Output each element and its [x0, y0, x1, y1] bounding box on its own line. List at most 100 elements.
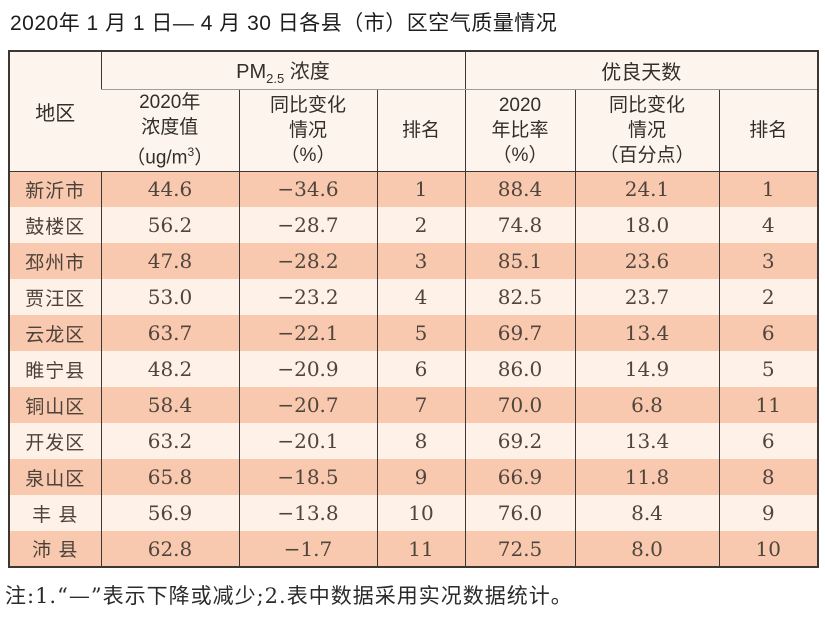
region-cell: 丰 县 — [32, 504, 79, 526]
footnote: 注:1.“—”表示下降或减少;2.表中数据采用实况数据统计。 — [5, 584, 573, 608]
pm-change-cell: −34.6 — [238, 171, 377, 207]
pm-change-cell: −20.7 — [238, 387, 377, 423]
table-row: 云龙区 63.7 −22.1 5 69.7 13.4 6 — [9, 315, 819, 351]
region-cell: 贾汪区 — [25, 288, 86, 310]
good-ratio-cell: 74.8 — [464, 207, 575, 243]
good-change-header: 同比变化 情况 （百分点） — [574, 89, 719, 172]
pm-rank-cell: 11 — [376, 531, 465, 567]
good-change-cell: 8.0 — [574, 531, 719, 567]
good-change-cell: 14.9 — [574, 351, 719, 387]
good-rank-cell: 8 — [718, 459, 819, 495]
pm-value-cell: 44.6 — [100, 171, 239, 207]
good-rank-cell: 6 — [718, 315, 819, 351]
good-change-cell: 23.7 — [574, 279, 719, 315]
pm-value-cell: 56.9 — [100, 495, 239, 531]
pm-value-cell: 62.8 — [100, 531, 239, 567]
pm-rank-header: 排名 — [376, 89, 465, 172]
pm-change-cell: −13.8 — [238, 495, 377, 531]
pm-rank-cell: 6 — [376, 351, 465, 387]
pm-rank-cell: 9 — [376, 459, 465, 495]
good-rank-cell: 9 — [718, 495, 819, 531]
good-rank-cell: 11 — [718, 387, 819, 423]
table-row: 新沂市 44.6 −34.6 1 88.4 24.1 1 — [9, 171, 819, 207]
pm-rank-cell: 1 — [376, 171, 465, 207]
group-header-row: 地区 PM2.5 浓度 优良天数 — [9, 51, 819, 172]
pm-change-cell: −22.1 — [238, 315, 377, 351]
good-ratio-header: 2020 年比率 （%） — [464, 89, 575, 172]
pm-change-header: 同比变化 情况 （%） — [238, 89, 377, 172]
pm-change-cell: −23.2 — [238, 279, 377, 315]
region-cell: 鼓楼区 — [25, 216, 86, 238]
good-rank-cell: 4 — [718, 207, 819, 243]
good-rank-cell: 10 — [718, 531, 819, 567]
pm-value-cell: 47.8 — [100, 243, 239, 279]
good-rank-cell: 6 — [718, 423, 819, 459]
region-cell: 铜山区 — [25, 396, 86, 418]
table-row: 沛 县 62.8 −1.7 11 72.5 8.0 10 — [9, 531, 819, 567]
pm-value-cell: 53.0 — [100, 279, 239, 315]
table-body: 新沂市 44.6 −34.6 1 88.4 24.1 1 鼓楼区 56.2 −2… — [9, 171, 819, 567]
pm-value-cell: 56.2 — [100, 207, 239, 243]
pm-change-cell: −20.1 — [238, 423, 377, 459]
region-cell: 泉山区 — [25, 468, 86, 490]
table-row: 邳州市 47.8 −28.2 3 85.1 23.6 3 — [9, 243, 819, 279]
good-ratio-cell: 86.0 — [464, 351, 575, 387]
table-row: 贾汪区 53.0 −23.2 4 82.5 23.7 2 — [9, 279, 819, 315]
pm-value-cell: 65.8 — [100, 459, 239, 495]
pm25-group-header: PM2.5 浓度 — [100, 51, 465, 90]
pm-change-cell: −1.7 — [238, 531, 377, 567]
pm-value-cell: 48.2 — [100, 351, 239, 387]
good-ratio-cell: 66.9 — [464, 459, 575, 495]
pm-rank-cell: 2 — [376, 207, 465, 243]
pm-rank-cell: 10 — [376, 495, 465, 531]
good-rank-header: 排名 — [718, 89, 819, 172]
good-change-cell: 13.4 — [574, 423, 719, 459]
good-change-cell: 13.4 — [574, 315, 719, 351]
good-rank-cell: 5 — [718, 351, 819, 387]
good-ratio-cell: 70.0 — [464, 387, 575, 423]
table-row: 鼓楼区 56.2 −28.7 2 74.8 18.0 4 — [9, 207, 819, 243]
pm-rank-cell: 7 — [376, 387, 465, 423]
pm-change-cell: −18.5 — [238, 459, 377, 495]
pm-rank-cell: 5 — [376, 315, 465, 351]
table-row: 泉山区 65.8 −18.5 9 66.9 11.8 8 — [9, 459, 819, 495]
region-cell: 云龙区 — [25, 324, 86, 346]
good-ratio-cell: 76.0 — [464, 495, 575, 531]
pm-change-cell: −28.7 — [238, 207, 377, 243]
good-rank-cell: 3 — [718, 243, 819, 279]
good-change-cell: 18.0 — [574, 207, 719, 243]
pm-value-cell: 63.7 — [100, 315, 239, 351]
sub-header-row: 2020年 浓度值 （ug/m3） 同比变化 情况 （%） 排名 2020 年比… — [9, 89, 819, 172]
good-change-cell: 11.8 — [574, 459, 719, 495]
good-change-cell: 23.6 — [574, 243, 719, 279]
good-ratio-cell: 69.7 — [464, 315, 575, 351]
pm-change-cell: −20.9 — [238, 351, 377, 387]
air-quality-table: 地区 PM2.5 浓度 优良天数 2020年 浓度值 （ug/m3） 同比变化 … — [8, 50, 820, 568]
table-row: 铜山区 58.4 −20.7 7 70.0 6.8 11 — [9, 387, 819, 423]
region-cell: 新沂市 — [25, 180, 86, 202]
pm-change-cell: −28.2 — [238, 243, 377, 279]
pm-value-cell: 58.4 — [100, 387, 239, 423]
region-column-header: 地区 — [9, 51, 101, 172]
good-days-group-header: 优良天数 — [464, 51, 819, 90]
region-cell: 开发区 — [25, 432, 86, 454]
page-title: 2020年 1 月 1 日— 4 月 30 日各县（市）区空气质量情况 — [10, 12, 558, 35]
pm-value-cell: 63.2 — [100, 423, 239, 459]
good-ratio-cell: 82.5 — [464, 279, 575, 315]
good-ratio-cell: 69.2 — [464, 423, 575, 459]
table-row: 开发区 63.2 −20.1 8 69.2 13.4 6 — [9, 423, 819, 459]
pm-rank-cell: 4 — [376, 279, 465, 315]
table-row: 丰 县 56.9 −13.8 10 76.0 8.4 9 — [9, 495, 819, 531]
pm-value-header: 2020年 浓度值 （ug/m3） — [101, 89, 239, 172]
region-cell: 邳州市 — [25, 252, 86, 274]
good-rank-cell: 1 — [718, 171, 819, 207]
table-header: 地区 PM2.5 浓度 优良天数 2020年 浓度值 （ug/m3） 同比变化 … — [9, 51, 819, 172]
good-change-cell: 6.8 — [574, 387, 719, 423]
good-rank-cell: 2 — [718, 279, 819, 315]
good-ratio-cell: 88.4 — [464, 171, 575, 207]
good-ratio-cell: 72.5 — [464, 531, 575, 567]
good-change-cell: 24.1 — [574, 171, 719, 207]
good-change-cell: 8.4 — [574, 495, 719, 531]
region-cell: 睢宁县 — [25, 360, 86, 382]
good-ratio-cell: 85.1 — [464, 243, 575, 279]
